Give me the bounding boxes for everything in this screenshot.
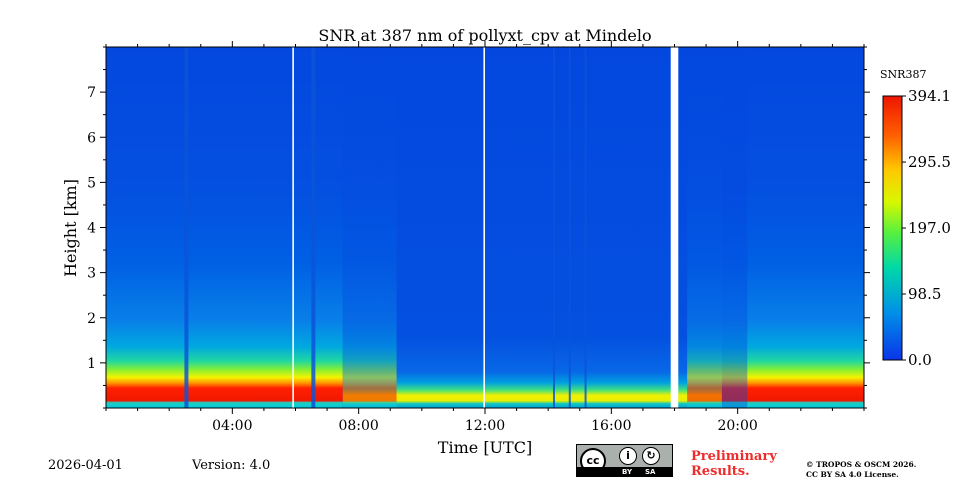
cc-sa-text: SA bbox=[645, 468, 656, 476]
colorbar-tick-label: 0.0 bbox=[908, 351, 932, 369]
y-axis: 1 2 3 4 5 6 7 bbox=[87, 46, 870, 409]
share-alike-icon: ↻ bbox=[642, 447, 660, 465]
x-tick-label: 12:00 bbox=[465, 418, 505, 434]
aerosol-layer-transition-evening bbox=[687, 47, 748, 408]
copyright-note: © TROPOS & OSCM 2026. CC BY SA 4.0 Licen… bbox=[806, 460, 917, 479]
y-tick-label: 7 bbox=[87, 85, 96, 101]
aerosol-layer-night-late bbox=[747, 47, 864, 408]
signal-streak bbox=[184, 47, 189, 408]
x-axis-label: Time [UTC] bbox=[438, 438, 532, 457]
chart-title: SNR at 387 nm of pollyxt_cpv at Mindelo bbox=[318, 26, 651, 45]
attribution-icon: i bbox=[619, 447, 637, 465]
data-gap bbox=[292, 47, 294, 408]
colorbar-label: SNR387 bbox=[880, 68, 926, 81]
x-tick-label: 20:00 bbox=[717, 418, 757, 434]
x-tick-label: 08:00 bbox=[338, 418, 378, 434]
x-axis: 04:00 08:00 12:00 16:00 20:00 bbox=[105, 41, 865, 434]
signal-streak bbox=[584, 47, 587, 408]
x-tick-label: 04:00 bbox=[212, 418, 252, 434]
y-tick-label: 1 bbox=[87, 356, 96, 372]
colorbar-axis: 394.1 295.5 197.0 98.5 0.0 bbox=[902, 87, 951, 369]
date-label: 2026-04-01 bbox=[48, 458, 123, 473]
version-label: Version: 4.0 bbox=[192, 458, 271, 473]
colorbar bbox=[882, 95, 903, 361]
x-tick-label: 16:00 bbox=[591, 418, 631, 434]
aerosol-layer-day bbox=[342, 47, 722, 408]
aerosol-layer-night-early bbox=[106, 47, 343, 408]
signal-streak bbox=[552, 47, 555, 408]
cc-by-text: BY bbox=[622, 468, 633, 476]
y-tick-label: 4 bbox=[87, 221, 96, 237]
colorbar-tick-label: 295.5 bbox=[908, 153, 951, 171]
signal-streak bbox=[311, 47, 316, 408]
data-gap bbox=[483, 47, 485, 408]
preliminary-results-note: Preliminary Results. bbox=[691, 449, 777, 479]
colorbar-tick-label: 394.1 bbox=[908, 87, 951, 105]
y-tick-label: 2 bbox=[87, 311, 96, 327]
y-axis-label: Height [km] bbox=[61, 179, 80, 277]
cc-license-badge: cc i ↻ BY SA bbox=[576, 444, 673, 477]
colorbar-tick-label: 98.5 bbox=[908, 285, 941, 303]
aerosol-layer-transition-morning bbox=[342, 47, 397, 408]
signal-streak bbox=[568, 47, 571, 408]
y-tick-label: 6 bbox=[87, 130, 96, 146]
colorbar-tick-label: 197.0 bbox=[908, 219, 951, 237]
y-tick-label: 5 bbox=[87, 175, 96, 191]
data-gap bbox=[670, 47, 679, 408]
heatmap-area bbox=[106, 47, 864, 408]
y-tick-label: 3 bbox=[87, 266, 96, 282]
